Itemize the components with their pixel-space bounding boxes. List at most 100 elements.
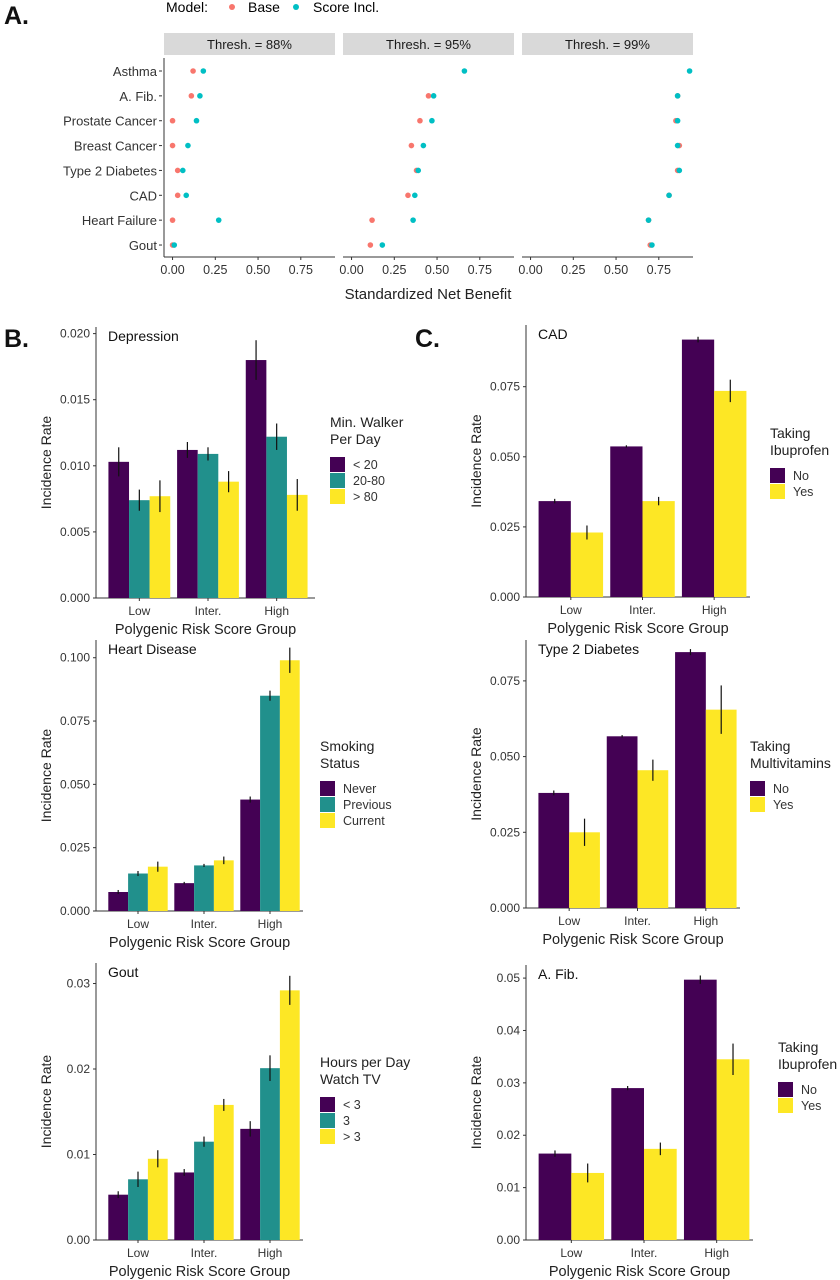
legend-label: Previous	[343, 798, 392, 812]
category-label: Type 2 Diabetes	[63, 163, 157, 178]
facet-strip	[164, 33, 335, 55]
point-score-incl	[420, 142, 427, 149]
bar	[675, 652, 706, 908]
point-score-incl	[183, 192, 190, 199]
point-score-incl	[674, 117, 681, 124]
legend-key	[770, 484, 785, 499]
bar	[681, 339, 715, 597]
chart-title: A. Fib.	[538, 966, 578, 982]
x-tick-label: 0.00	[339, 263, 363, 277]
x-tick-label: 0.75	[289, 263, 313, 277]
chart-title: Type 2 Diabetes	[538, 641, 639, 657]
chart-title: Gout	[108, 964, 138, 980]
point-score-incl	[645, 217, 652, 223]
legend-label: Yes	[801, 1099, 821, 1113]
bar	[194, 1141, 214, 1240]
point-score-incl	[200, 68, 207, 74]
bar	[279, 660, 300, 911]
x-tick-label: Inter.	[195, 604, 222, 618]
x-tick-label: 0.50	[604, 263, 628, 277]
bar	[128, 873, 148, 911]
chart-title: CAD	[538, 326, 568, 342]
bar	[213, 860, 234, 911]
y-tick-label: 0.01	[497, 1181, 521, 1195]
bar	[705, 709, 737, 908]
bar	[240, 799, 261, 911]
point-score-incl	[461, 68, 468, 74]
y-tick-label: 0.000	[490, 590, 520, 604]
bar	[714, 390, 747, 597]
x-tick-label: Low	[560, 603, 582, 617]
legend-label: 20-80	[353, 474, 385, 488]
bar	[108, 461, 130, 598]
x-axis-title: Polygenic Risk Score Group	[542, 932, 723, 948]
bar	[240, 1128, 261, 1240]
bar-chart-c1: 0.000 0.025 0.050 0.075 Low Inter. High CAD Poly…	[468, 325, 829, 637]
x-tick-label: 0.75	[468, 263, 492, 277]
bar	[538, 501, 571, 597]
y-tick-label: 0.000	[490, 901, 520, 915]
x-axis-title: Standardized Net Benefit	[345, 286, 513, 303]
point-base	[405, 192, 411, 199]
legend-title: Model:	[166, 0, 208, 15]
y-tick-label: 0.05	[497, 971, 521, 985]
legend-key	[320, 1129, 335, 1144]
legend-title: Taking	[770, 425, 810, 441]
legend-label: > 3	[343, 1130, 361, 1144]
point-base	[408, 142, 415, 149]
bar	[149, 496, 171, 598]
bar	[538, 1153, 572, 1240]
point-score-incl	[215, 217, 222, 223]
legend-title: Taking	[750, 738, 790, 754]
bar	[245, 360, 267, 598]
panel-letter-a: A.	[4, 2, 29, 30]
legend-title: Watch TV	[320, 1071, 381, 1087]
y-tick-label: 0.01	[67, 1148, 91, 1162]
legend-key	[330, 489, 345, 504]
y-tick-label: 0.050	[490, 750, 520, 764]
legend-title: Taking	[778, 1039, 818, 1055]
legend-label: Current	[343, 814, 385, 828]
point-base	[425, 93, 432, 99]
x-tick-label: High	[704, 1246, 729, 1260]
y-tick-label: 0.02	[67, 1062, 91, 1076]
y-tick-label: 0.000	[60, 591, 90, 605]
y-tick-label: 0.015	[60, 393, 90, 407]
y-tick-label: 0.075	[60, 714, 90, 728]
legend-label-base: Base	[248, 0, 280, 15]
y-axis-title: Incidence Rate	[38, 416, 54, 510]
point-score-incl	[686, 68, 693, 74]
facet-strip	[522, 33, 693, 55]
legend-key	[320, 797, 335, 812]
legend-key	[320, 781, 335, 796]
bar	[147, 866, 168, 911]
point-base	[169, 142, 176, 149]
point-score-incl	[676, 167, 683, 174]
point-score-incl	[197, 93, 203, 99]
point-score-incl	[180, 167, 186, 174]
legend-label: Never	[343, 782, 376, 796]
y-tick-label: 0.010	[60, 459, 90, 473]
bar	[637, 770, 669, 908]
legend-title: Min. Walker	[330, 414, 404, 430]
legend-label: No	[773, 782, 789, 796]
legend-key-base	[229, 4, 235, 10]
point-score-incl	[430, 93, 437, 99]
point-score-incl	[429, 117, 435, 124]
legend-key	[330, 457, 345, 472]
legend-key	[320, 1113, 335, 1128]
panel-a-dot-plot: Model: Base Score Incl. Asthma A. Fib. Prosta…	[63, 0, 693, 303]
bar	[174, 1172, 195, 1240]
y-axis-title: Incidence Rate	[468, 727, 484, 821]
point-score-incl	[185, 142, 191, 149]
bar	[147, 1158, 168, 1240]
bar-chart-b1: 0.000 0.005 0.010 0.015 0.020 Low Inter. High De…	[38, 327, 404, 638]
bar	[108, 1194, 129, 1240]
x-axis-title: Polygenic Risk Score Group	[109, 1264, 290, 1280]
panel-letter-c: C.	[415, 325, 440, 353]
bar	[611, 1088, 644, 1240]
point-base	[169, 217, 176, 223]
y-tick-label: 0.03	[497, 1076, 521, 1090]
x-tick-label: High	[258, 1246, 283, 1260]
